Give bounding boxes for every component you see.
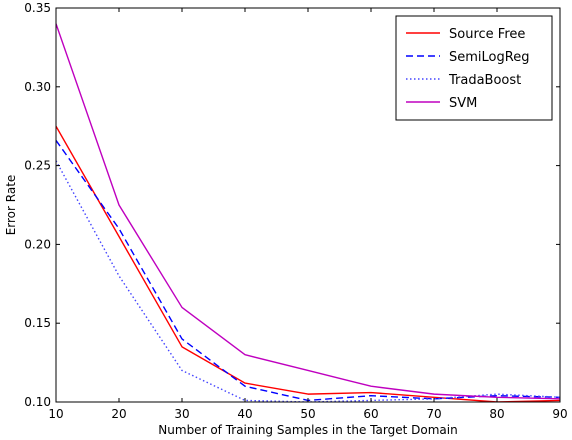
legend-label: TradaBoost [448, 73, 521, 88]
y-tick-label: 0.15 [24, 316, 51, 330]
y-tick-label: 0.30 [24, 80, 51, 94]
axes: 10 20 30 40 50 60 70 80 90 0.10 0.15 0.20 0.25 0.30 0.… [24, 1, 567, 421]
legend-label: SVM [449, 96, 477, 111]
series-line-svm [56, 23, 560, 400]
x-tick-label: 30 [174, 407, 189, 421]
x-tick-label: 40 [237, 407, 252, 421]
y-tick-label: 0.35 [24, 1, 51, 15]
x-tick-label: 80 [489, 407, 504, 421]
x-tick-label: 50 [300, 407, 315, 421]
x-tick-label: 90 [552, 407, 567, 421]
x-tick-label: 20 [111, 407, 126, 421]
y-tick-label: 0.25 [24, 159, 51, 173]
legend: Source Free SemiLogReg TradaBoost SVM [395, 15, 553, 121]
y-tick-label: 0.20 [24, 237, 51, 251]
series-line-source-free [56, 125, 560, 402]
legend-label: Source Free [449, 27, 525, 42]
series-line-tradaboost [56, 160, 560, 402]
x-tick-label: 10 [48, 407, 63, 421]
y-tick-label: 0.10 [24, 395, 51, 409]
legend-label: SemiLogReg [449, 50, 529, 65]
y-axis-label: Error Rate [4, 175, 18, 236]
x-tick-label: 70 [426, 407, 441, 421]
x-axis-label: Number of Training Samples in the Target… [158, 423, 457, 437]
series-line-semilogreg [56, 139, 560, 402]
x-tick-label: 60 [363, 407, 378, 421]
